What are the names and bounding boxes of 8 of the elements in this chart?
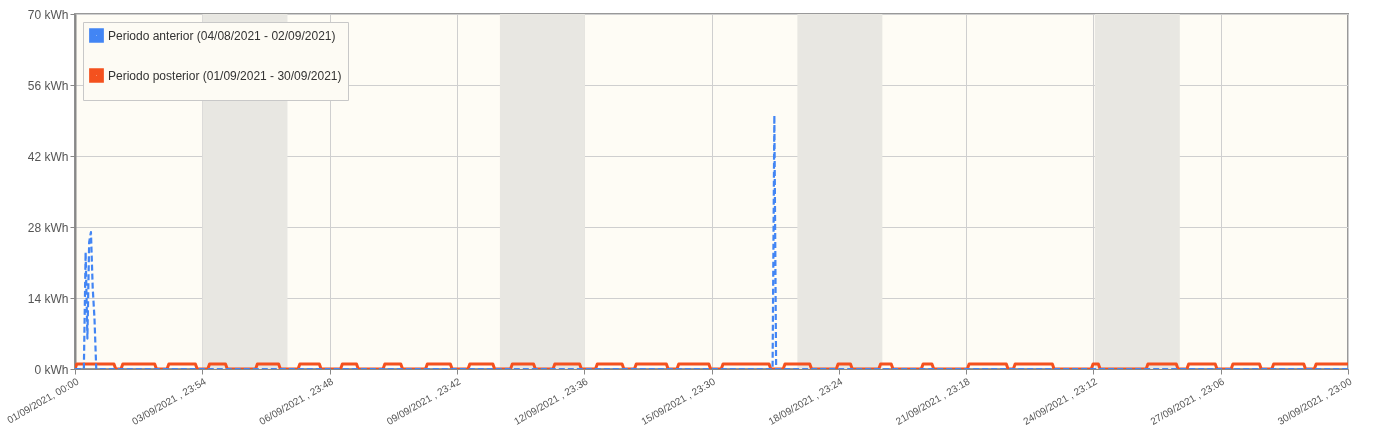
legend-label: Periodo anterior (04/08/2021 - 02/09/2021) [108, 28, 336, 43]
y-tick-label: 42 kWh [27, 149, 69, 164]
legend-label: Periodo posterior (01/09/2021 - 30/09/2021) [108, 68, 342, 83]
y-tick-label: 70 kWh [27, 7, 69, 22]
y-tick-label: 0 kWh [34, 362, 69, 377]
y-tick-label: 28 kWh [27, 220, 69, 235]
y-tick-label: 14 kWh [27, 291, 69, 306]
y-tick-label: 56 kWh [27, 78, 69, 93]
